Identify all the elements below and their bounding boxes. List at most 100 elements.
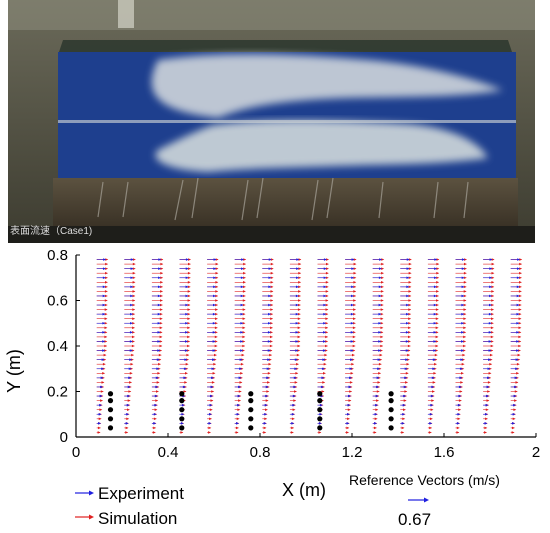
experiment-vector-head [378,340,382,343]
experiment-vector-head [376,376,380,380]
simulation-vector [124,426,129,430]
experiment-vector [179,376,187,380]
experiment-vector-head [295,349,299,352]
simulation-vector-head [353,317,356,320]
experiment-vector [234,340,244,343]
simulation-vector-head [325,271,329,275]
experiment-vector-head [516,267,520,270]
simulation-vector-head [519,262,523,266]
experiment-vector-head [404,367,408,371]
simulation-vector [317,281,329,284]
simulation-vector [510,381,519,384]
experiment-vector [317,321,327,325]
experiment-vector [372,412,378,416]
simulation-vector-head [459,390,463,393]
simulation-vector-head [491,308,494,311]
simulation-vector-head [242,285,246,289]
simulation-vector-head [432,381,436,384]
simulation-vector [427,271,440,275]
simulation-vector [400,271,412,275]
simulation-vector [317,335,329,339]
simulation-vector-head [429,426,433,430]
experiment-vector-head [378,285,382,289]
experiment-vector-head [429,412,433,416]
simulation-vector [179,281,191,284]
simulation-vector [207,399,214,402]
simulation-vector [317,262,329,266]
simulation-vector-head [458,408,462,411]
simulation-vector-head [463,308,467,311]
simulation-vector-head [484,431,487,434]
experiment-vector [96,376,104,380]
experiment-vector-head [431,376,435,380]
simulation-vector-head [517,353,521,357]
simulation-vector-head [325,303,329,307]
simulation-vector [483,290,495,293]
experiment-vector [151,276,161,280]
obstacle-dot [107,398,114,404]
experiment-vector [151,267,162,270]
simulation-vector-head [236,417,240,421]
experiment-vector [455,422,460,425]
experiment-vector-head [158,258,162,261]
experiment-vector-head [157,312,161,316]
simulation-vector-head [270,271,274,275]
experiment-vector [262,367,270,371]
experiment-vector [317,340,326,343]
simulation-vector-head [270,308,274,311]
legend-label-simulation: Simulation [98,509,177,528]
experiment-vector-head [323,267,327,270]
simulation-vector-head [242,326,246,330]
simulation-vector-head [464,258,467,261]
experiment-vector [151,376,159,380]
experiment-vector-head [514,376,518,380]
experiment-vector-head [102,285,106,289]
experiment-vector [124,321,133,325]
experiment-vector-head [378,267,382,270]
simulation-vector-head [104,312,108,316]
experiment-vector [207,258,217,261]
simulation-vector-head [434,358,438,361]
simulation-vector [455,344,466,348]
experiment-vector-head [266,367,270,371]
experiment-vector-head [156,358,160,361]
simulation-vector-head [463,285,467,289]
simulation-vector-head [296,353,300,357]
experiment-vector [289,331,299,334]
experiment-vector-head [459,367,463,371]
simulation-vector [317,290,329,293]
simulation-vector-head [380,335,384,339]
simulation-vector [289,317,301,320]
simulation-vector [289,390,297,393]
simulation-vector-head [491,317,494,320]
simulation-vector-head [379,349,383,352]
simulation-vector-head [132,294,136,298]
experiment-vector [345,294,354,298]
experiment-vector [124,258,134,261]
simulation-vector-head [242,331,246,334]
experiment-vector-head [488,303,492,307]
experiment-vector-head [98,412,102,416]
simulation-vector-head [491,294,495,298]
simulation-vector-head [352,326,356,330]
experiment-vector [317,258,327,261]
simulation-vector [262,390,270,393]
simulation-vector [289,399,297,402]
simulation-vector [207,344,218,348]
experiment-vector-head [185,321,189,325]
simulation-vector-head [381,271,384,275]
simulation-vector-head [512,417,516,421]
experiment-vector-head [458,394,462,398]
experiment-vector [96,276,106,280]
simulation-vector-head [298,276,302,280]
legend-arrowhead-experiment [89,490,94,496]
simulation-vector-head [187,285,191,289]
experiment-vector [289,267,300,270]
experiment-vector [207,303,216,307]
experiment-vector-head [129,358,133,361]
simulation-vector [124,308,136,311]
simulation-vector-head [265,399,269,402]
photo-caption: 表面流速（Case1) [10,224,92,237]
experiment-vector [427,285,437,289]
simulation-vector-head [215,303,219,307]
